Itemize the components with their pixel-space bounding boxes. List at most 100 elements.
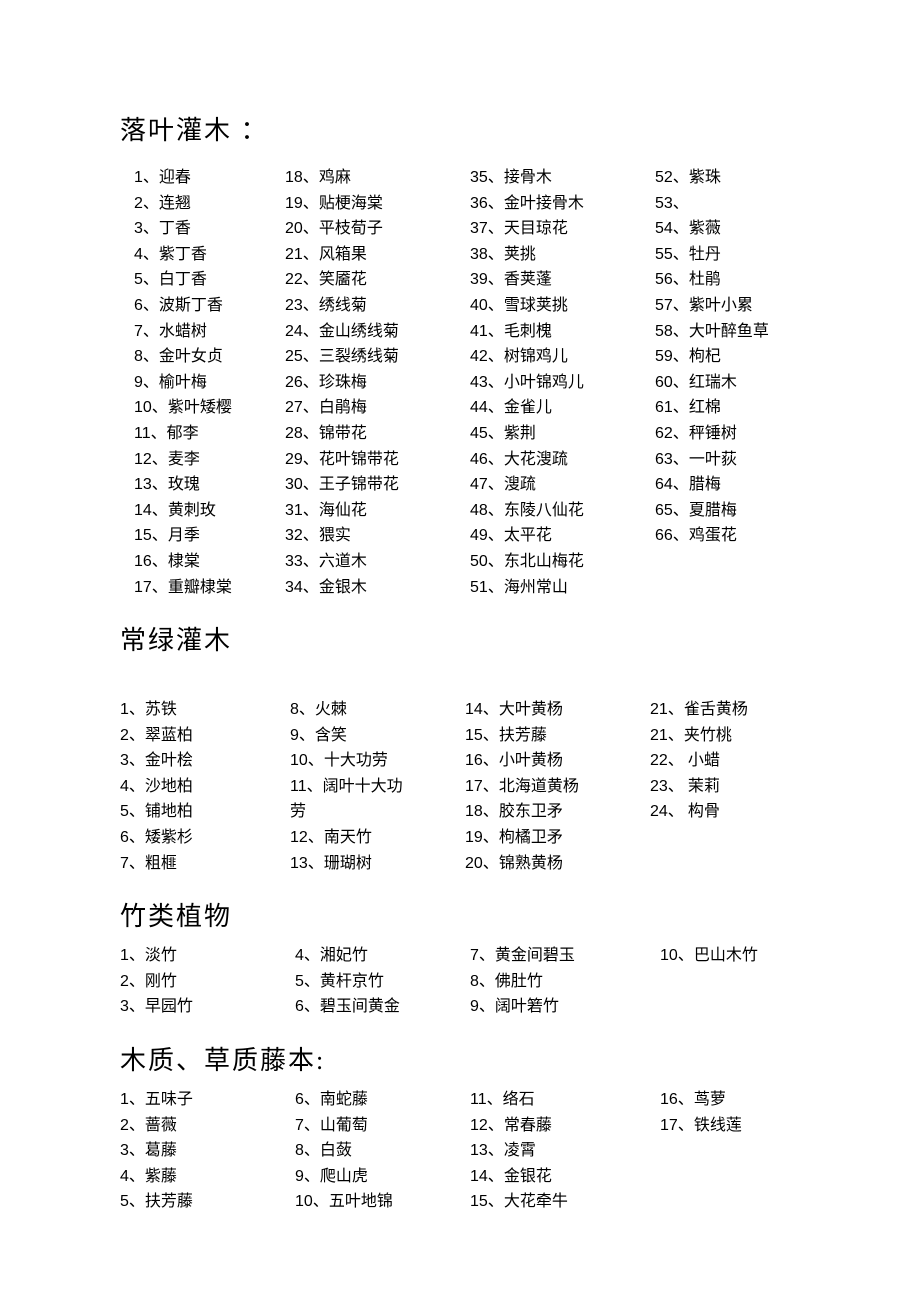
list-item: 29、花叶锦带花 [285, 447, 470, 473]
item-number: 8 [134, 348, 143, 365]
item-number: 12 [470, 1117, 488, 1134]
item-name: 络石 [503, 1091, 535, 1108]
item-number: 51 [470, 579, 488, 596]
item-number: 32 [285, 527, 303, 544]
item-number: 21 [650, 701, 668, 718]
list-item: 25、三裂绣线菊 [285, 344, 470, 370]
item-name: 树锦鸡儿 [504, 348, 568, 365]
item-name: 东北山梅花 [504, 553, 584, 570]
item-name: 枸杞 [689, 348, 721, 365]
item-number: 19 [465, 829, 483, 846]
list-item: 6、碧玉间黄金 [295, 994, 470, 1020]
item-number: 44 [470, 399, 488, 416]
list-item: 7、粗榧 [120, 851, 290, 877]
item-number: 23 [285, 297, 303, 314]
item-name: 珊瑚树 [324, 855, 372, 872]
list-item: 18、鸡麻 [285, 165, 470, 191]
item-name: 紫藤 [145, 1168, 177, 1185]
item-number: 3 [120, 752, 129, 769]
item-name: 牡丹 [689, 246, 721, 263]
item-name: 碧玉间黄金 [320, 998, 400, 1015]
column: 16、茑萝17、铁线莲 [660, 1087, 830, 1215]
item-name: 接骨木 [504, 169, 552, 186]
item-name: 黄杆京竹 [320, 973, 384, 990]
column: 52、紫珠53、54、紫薇55、牡丹56、杜鹃57、紫叶小累58、大叶醉鱼草59… [655, 165, 830, 600]
item-name: 紫珠 [689, 169, 721, 186]
item-name: 紫叶矮樱 [168, 399, 232, 416]
item-name: 紫薇 [689, 220, 721, 237]
item-name: 南天竹 [324, 829, 372, 846]
item-number: 25 [285, 348, 303, 365]
column: 1、迎春2、连翘3、丁香4、紫丁香5、白丁香6、波斯丁香7、水蜡树8、金叶女贞9… [120, 165, 285, 600]
item-number: 28 [285, 425, 303, 442]
item-name: 金山绣线菊 [319, 323, 399, 340]
list-item: 28、锦带花 [285, 421, 470, 447]
item-name: 白丁香 [159, 271, 207, 288]
item-number: 2 [120, 1117, 129, 1134]
item-number: 53 [655, 195, 673, 212]
columns: 1、淡竹2、刚竹3、早园竹4、湘妃竹5、黄杆京竹6、碧玉间黄金7、黄金间碧玉8、… [120, 943, 830, 1020]
item-number: 13 [290, 855, 308, 872]
item-name: 重瓣棣棠 [168, 579, 232, 596]
list-item: 36、金叶接骨木 [470, 191, 655, 217]
section-title: 木质、草质藤本: [120, 1040, 830, 1077]
item-name: 紫丁香 [159, 246, 207, 263]
item-name: 铺地柏 [145, 803, 193, 820]
item-number: 9 [134, 374, 143, 391]
item-name: 金叶接骨木 [504, 195, 584, 212]
section-title: 竹类植物 [120, 896, 830, 933]
list-item: 62、秤锤树 [655, 421, 830, 447]
item-name: 天目琼花 [504, 220, 568, 237]
list-item: 21、夹竹桃 [650, 723, 830, 749]
list-item: 11、郁李 [134, 421, 285, 447]
item-number: 37 [470, 220, 488, 237]
item-name: 小蜡 [684, 752, 720, 769]
list-item-continuation: 劳 [290, 799, 465, 825]
item-number: 1 [134, 169, 143, 186]
list-item: 8、金叶女贞 [134, 344, 285, 370]
item-name: 金银木 [319, 579, 367, 596]
item-name: 铁线莲 [694, 1117, 742, 1134]
section-3: 木质、草质藤本:1、五味子2、蔷薇3、葛藤4、紫藤5、扶芳藤6、南蛇藤7、山葡萄… [120, 1040, 830, 1215]
item-name: 北海道黄杨 [499, 778, 579, 795]
item-name: 金雀儿 [504, 399, 552, 416]
list-item: 8、白蔹 [295, 1138, 470, 1164]
item-number: 8 [290, 701, 299, 718]
list-item: 50、东北山梅花 [470, 549, 655, 575]
item-name: 风箱果 [319, 246, 367, 263]
list-item: 38、荚挑 [470, 242, 655, 268]
section-1: 常绿灌木1、苏铁2、翠蓝柏3、金叶桧4、沙地柏5、铺地柏6、矮紫杉7、粗榧8、火… [120, 620, 830, 876]
item-name: 苏铁 [145, 701, 177, 718]
item-name: 锦带花 [319, 425, 367, 442]
item-number: 12 [290, 829, 308, 846]
item-number: 5 [295, 973, 304, 990]
item-number: 58 [655, 323, 673, 340]
columns: 1、苏铁2、翠蓝柏3、金叶桧4、沙地柏5、铺地柏6、矮紫杉7、粗榧8、火棘9、含… [120, 697, 830, 876]
item-name: 连翘 [159, 195, 191, 212]
item-name: 十大功劳 [324, 752, 388, 769]
item-name: 金叶桧 [145, 752, 193, 769]
item-number: 14 [470, 1168, 488, 1185]
item-number: 47 [470, 476, 488, 493]
item-name: 榆叶梅 [159, 374, 207, 391]
list-item: 7、黄金间碧玉 [470, 943, 660, 969]
list-item: 16、棣棠 [134, 549, 285, 575]
list-item: 30、王子锦带花 [285, 472, 470, 498]
item-name: 茉莉 [684, 778, 720, 795]
item-name: 刚竹 [145, 973, 177, 990]
list-item: 6、矮紫杉 [120, 825, 290, 851]
item-name: 粗榧 [145, 855, 177, 872]
item-number: 10 [290, 752, 308, 769]
column: 35、接骨木36、金叶接骨木37、天目琼花38、荚挑39、香荚蓬40、雪球荚挑4… [470, 165, 655, 600]
item-name: 五味子 [145, 1091, 193, 1108]
item-number: 18 [465, 803, 483, 820]
column: 11、络石12、常春藤13、凌霄14、金银花15、大花牵牛 [470, 1087, 660, 1215]
list-item: 10、紫叶矮樱 [134, 395, 285, 421]
item-name: 大花溲疏 [504, 451, 568, 468]
list-item: 3、葛藤 [120, 1138, 295, 1164]
item-name: 海州常山 [504, 579, 568, 596]
item-name: 扶芳藤 [145, 1193, 193, 1210]
item-number: 63 [655, 451, 673, 468]
list-item: 3、早园竹 [120, 994, 295, 1020]
item-number: 23 [650, 778, 668, 795]
